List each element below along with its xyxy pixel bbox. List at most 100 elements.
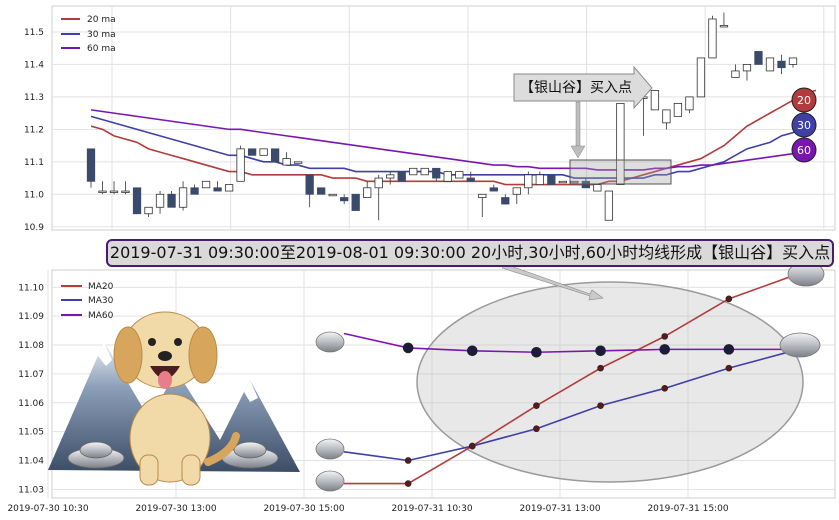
y-tick-label: 11.4 — [24, 60, 44, 70]
candle — [650, 90, 660, 111]
ma-line-30 — [90, 115, 817, 179]
ma-lines-bottom — [343, 275, 794, 485]
legend-bottom: MA20 MA30 MA60 — [61, 282, 114, 321]
candles — [86, 12, 798, 221]
legend-label: MA20 — [88, 282, 114, 292]
candle — [305, 174, 314, 208]
candle — [547, 174, 556, 185]
y-tick-label: 11.2 — [24, 125, 44, 135]
legend-top: 20 ma 30 ma 60 ma — [61, 15, 116, 54]
candle — [340, 194, 349, 205]
data-point — [597, 402, 604, 409]
candle — [501, 194, 510, 205]
ma-line-20 — [90, 89, 817, 186]
legend-label: 30 ma — [87, 30, 116, 40]
candle — [466, 171, 475, 182]
candle — [731, 64, 740, 78]
line-ma60 — [343, 332, 793, 354]
down-arrow-icon — [570, 101, 586, 159]
data-point — [725, 295, 733, 303]
candle — [397, 171, 406, 182]
data-point — [661, 333, 669, 340]
data-point — [402, 342, 414, 354]
y-tick-label: 11.0 — [24, 190, 44, 200]
candle — [420, 167, 429, 176]
x-axis-bottom: 2019-07-30 10:30 2019-07-30 13:00 2019-07-… — [7, 504, 728, 514]
ma60-end-label: 60 — [797, 144, 811, 157]
candle — [558, 180, 567, 184]
line-ma30 — [343, 350, 794, 462]
candle — [708, 15, 717, 59]
y-tick-label: 11.1 — [24, 158, 44, 168]
candle — [535, 171, 544, 185]
candle — [512, 187, 521, 205]
candle — [282, 152, 291, 166]
candle — [593, 184, 602, 192]
silver-ingot-icon — [315, 261, 825, 492]
candle — [259, 148, 268, 156]
candle — [685, 96, 694, 114]
candle — [224, 184, 234, 192]
data-point — [531, 346, 542, 358]
x-tick-label: 2019-07-31 13:00 — [519, 504, 600, 514]
candle — [443, 171, 452, 182]
data-point — [468, 442, 476, 450]
highlight-ellipse — [416, 281, 804, 483]
legend-label: MA30 — [88, 296, 114, 306]
signal-annotation: 2019-07-31 09:30:00至2019-08-01 09:30:00 … — [106, 239, 834, 267]
candle — [155, 191, 165, 214]
x-tick-label: 2019-07-31 15:00 — [647, 504, 728, 514]
y-tick-label: 11.03 — [18, 485, 44, 495]
ma20-end-label: 20 — [797, 94, 811, 107]
data-point — [595, 345, 606, 357]
candle — [455, 171, 464, 179]
callout-arrow: 【银山谷】买入点 — [513, 65, 653, 110]
data-point — [725, 364, 733, 372]
candle — [317, 187, 326, 195]
candle — [247, 148, 257, 156]
arrow-right-icon — [513, 65, 653, 110]
y-tick-label: 11.04 — [18, 456, 44, 466]
ma30-end-label: 30 — [797, 119, 811, 132]
y-tick-label: 11.08 — [18, 341, 44, 351]
ma30-end-badge — [791, 112, 817, 138]
cartoon-dog-icon — [113, 311, 240, 486]
x-tick-label: 2019-07-30 10:30 — [7, 504, 88, 514]
candle — [662, 109, 671, 130]
candle — [777, 54, 786, 75]
data-point — [533, 425, 540, 433]
data-point — [404, 457, 412, 464]
legend-label: 20 ma — [87, 15, 116, 25]
candle — [98, 181, 107, 195]
candle — [270, 148, 280, 163]
candle — [604, 190, 614, 221]
candle — [754, 51, 763, 65]
candle — [386, 171, 395, 185]
candle — [294, 161, 303, 164]
candle — [524, 171, 533, 195]
ma60-end-badge — [791, 137, 817, 163]
candle — [581, 178, 590, 189]
candle — [432, 167, 441, 182]
y-tick-label: 11.06 — [18, 399, 44, 409]
y-axis-bottom: 11.03 11.04 11.05 11.06 11.07 11.08 11.09 11.10 — [18, 283, 44, 495]
y-tick-label: 11.09 — [18, 312, 44, 322]
ma-points-bottom — [402, 295, 735, 487]
candlestick-panel: 10.9 11.0 11.1 11.2 11.3 11.4 11.5 【银山谷】买入点 20… — [24, 5, 836, 233]
moving-averages-top — [90, 89, 817, 186]
candle — [616, 102, 625, 185]
y-tick-label: 11.07 — [18, 370, 44, 380]
y-axis-top: 10.9 11.0 11.1 11.2 11.3 11.4 11.5 — [24, 28, 44, 233]
candle — [673, 102, 683, 117]
y-tick-label: 11.5 — [24, 28, 44, 38]
candle — [374, 174, 383, 221]
candle — [144, 206, 153, 218]
legend-label: 60 ma — [87, 44, 116, 54]
data-point — [533, 402, 540, 409]
silver-ingot-icon — [67, 441, 125, 469]
candle — [213, 181, 222, 192]
ma20-end-badge — [791, 87, 817, 113]
candle — [109, 181, 119, 195]
data-point — [661, 385, 669, 392]
